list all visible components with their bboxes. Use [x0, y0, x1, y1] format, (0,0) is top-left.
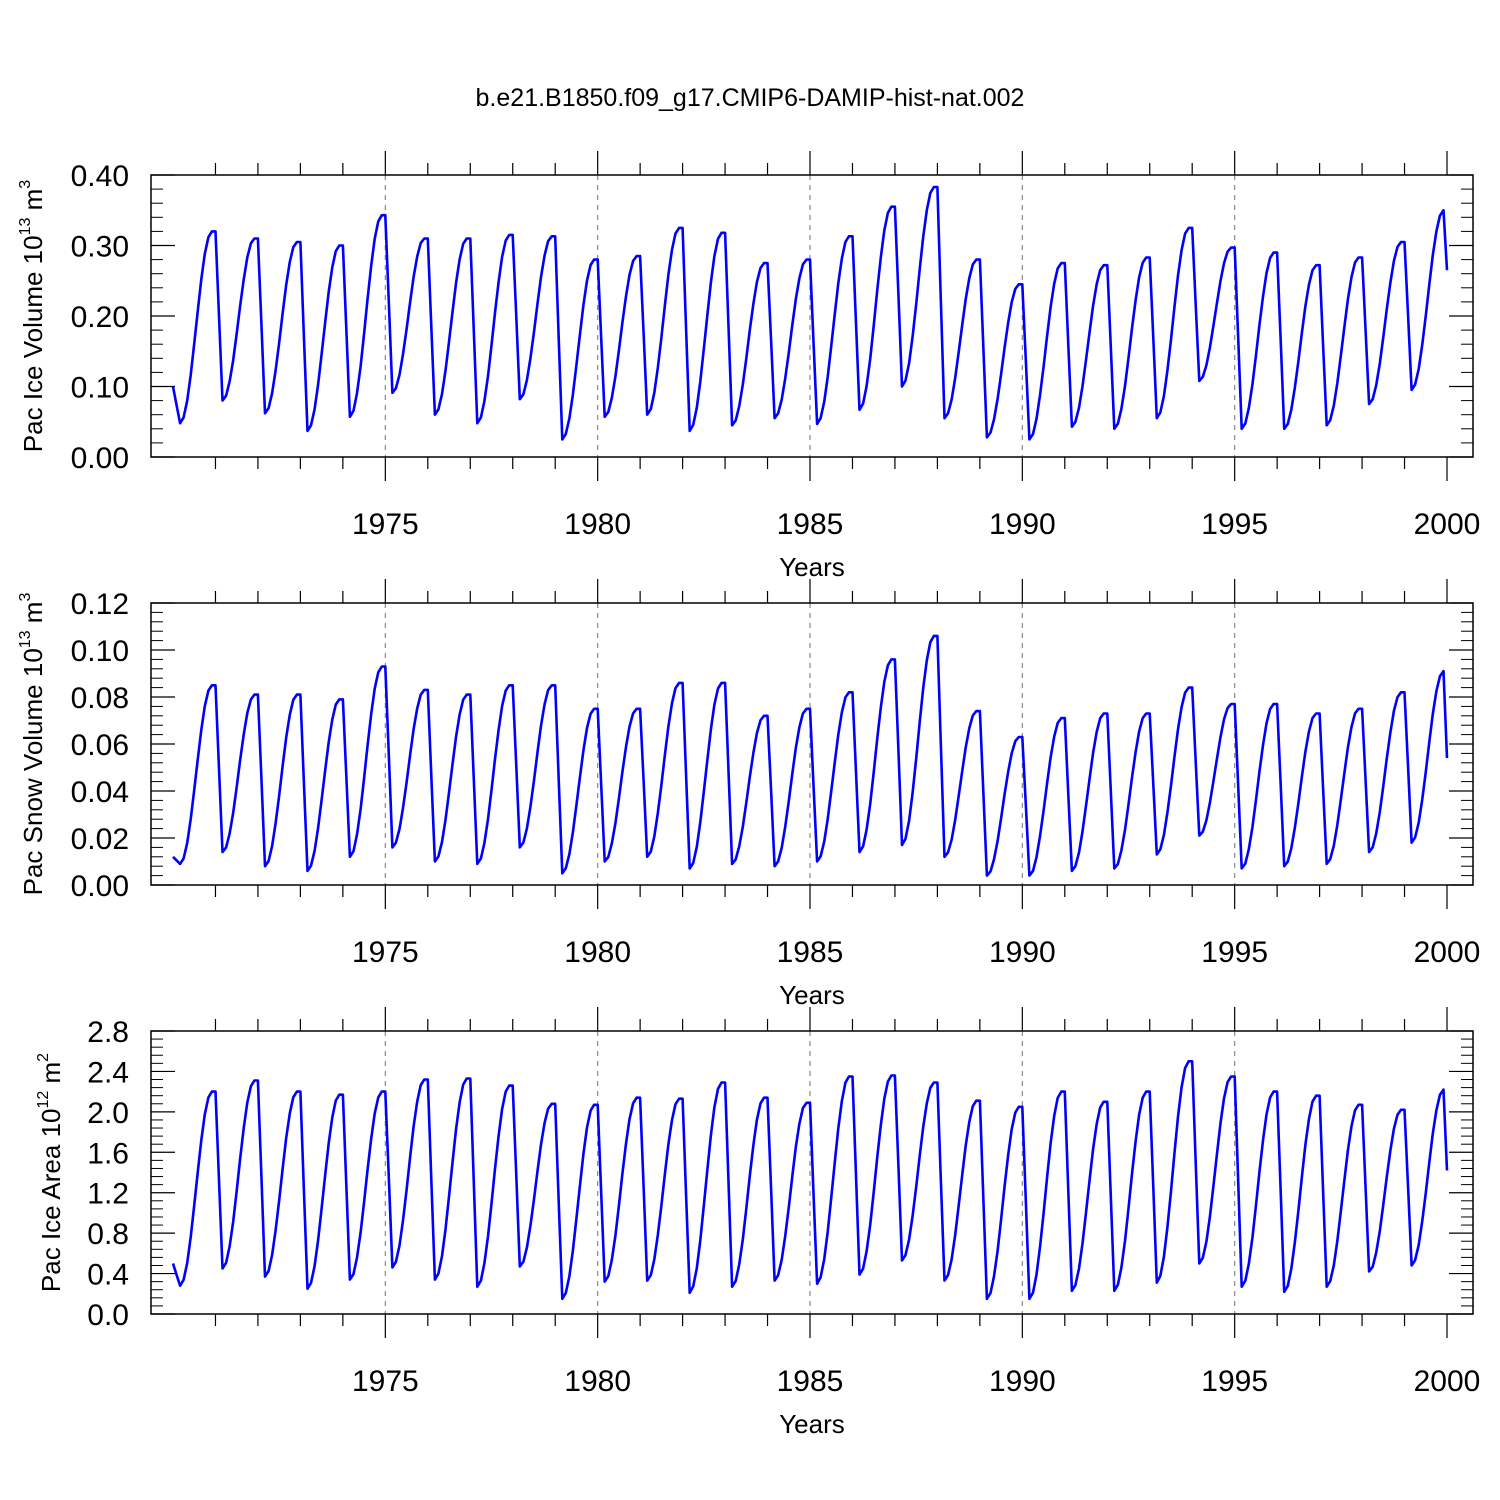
ice-area-ytick-label: 1.2: [87, 1178, 129, 1211]
ice-volume-ytick-label: 0.40: [71, 160, 129, 193]
ice-volume-xtick-label: 1980: [564, 508, 631, 541]
snow-volume-xtick-label: 2000: [1414, 936, 1481, 969]
ice-area-ytick-label: 0.8: [87, 1218, 129, 1251]
ice-area-xtick-label: 1995: [1201, 1365, 1268, 1398]
snow-volume-xtick-label: 1985: [777, 936, 844, 969]
ice-volume-xtick-label: 1990: [989, 508, 1056, 541]
ice-volume-ytick-label: 0.00: [71, 442, 129, 475]
ice-volume-xlabel: Years: [779, 552, 845, 582]
ice-area-series-line: [171, 1060, 1449, 1301]
ice-area-xtick-label: 1980: [564, 1365, 631, 1398]
ice-volume-xtick-label: 1995: [1201, 508, 1268, 541]
snow-volume-ytick-label: 0.08: [71, 682, 129, 715]
snow-volume-ytick-label: 0.00: [71, 870, 129, 903]
ice-area-ytick-label: 2.8: [87, 1016, 129, 1049]
ice-volume-xtick-label: 1985: [777, 508, 844, 541]
ice-volume-ylabel: Pac Ice Volume 1013 m3: [17, 180, 48, 453]
snow-volume-xtick-label: 1995: [1201, 936, 1268, 969]
ice-volume-xtick-label: 1975: [352, 508, 419, 541]
snow-volume-ytick-label: 0.04: [71, 776, 129, 809]
ice-area-ytick-label: 2.4: [87, 1056, 129, 1089]
chart-title: b.e21.B1850.f09_g17.CMIP6-DAMIP-hist-nat…: [475, 84, 1025, 112]
panel-ice-volume: 0.00 0.10 0.20 0.30 0.40 1975 1980 1985 1990 1995…: [17, 151, 1480, 582]
ice-area-ytick-label: 2.0: [87, 1097, 129, 1130]
panel-snow-volume: 0.00 0.02 0.04 0.06 0.08 0.10 0.12 1975 1980 1985…: [17, 579, 1480, 1010]
ice-volume-ytick-label: 0.30: [71, 231, 129, 264]
panel-ice-area: 0.0 0.4 0.8 1.2 1.6 2.0 2.4 2.8 1975 1980 1985 1990…: [35, 1007, 1480, 1439]
snow-volume-xtick-label: 1975: [352, 936, 419, 969]
ice-area-ytick-label: 0.0: [87, 1299, 129, 1332]
ice-area-xtick-label: 2000: [1414, 1365, 1481, 1398]
snow-volume-xlabel: Years: [779, 980, 845, 1010]
ice-area-ylabel: Pac Ice Area 1012 m2: [35, 1053, 66, 1292]
ice-volume-xtick-label: 2000: [1414, 508, 1481, 541]
ice-area-xtick-label: 1975: [352, 1365, 419, 1398]
ice-area-xtick-label: 1985: [777, 1365, 844, 1398]
ice-area-ytick-label: 1.6: [87, 1137, 129, 1170]
snow-volume-xtick-label: 1980: [564, 936, 631, 969]
ice-area-xlabel: Years: [779, 1409, 845, 1439]
snow-volume-ytick-label: 0.10: [71, 635, 129, 668]
snow-volume-ytick-label: 0.02: [71, 823, 129, 856]
snow-volume-ylabel: Pac Snow Volume 1013 m3: [17, 593, 48, 896]
snow-volume-xtick-label: 1990: [989, 936, 1056, 969]
ice-volume-ytick-label: 0.10: [71, 372, 129, 405]
ice-area-xtick-label: 1990: [989, 1365, 1056, 1398]
snow-volume-series-line: [172, 634, 1449, 877]
snow-volume-ytick-label: 0.12: [71, 588, 129, 621]
ice-volume-series-line: [171, 185, 1449, 441]
ice-area-ytick-label: 0.4: [87, 1259, 129, 1292]
ice-area-frame: [150, 1030, 1474, 1315]
snow-volume-ytick-label: 0.06: [71, 729, 129, 762]
ice-volume-ytick-label: 0.20: [71, 301, 129, 334]
